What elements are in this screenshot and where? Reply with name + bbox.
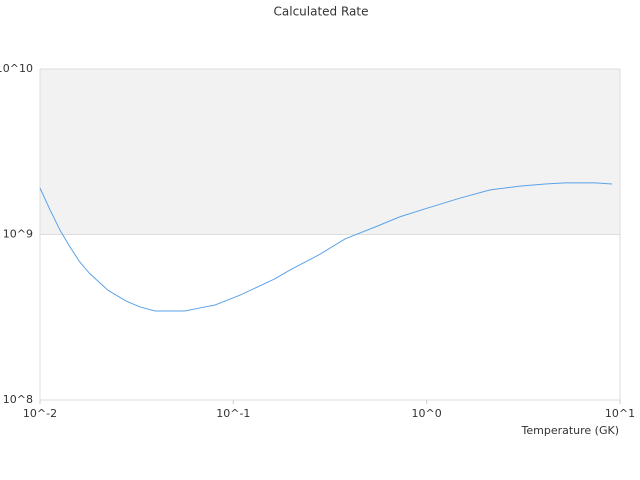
x-tick-label: 10^0	[412, 407, 442, 420]
x-tick-label: 10^-2	[23, 407, 57, 420]
x-tick-label: 10^1	[605, 407, 635, 420]
data-line	[39, 182, 613, 312]
y-tick-label: 10^9	[3, 228, 33, 241]
plot-band	[40, 69, 620, 235]
y-tick-label: 10^8	[3, 393, 33, 406]
y-tick-label: 10^10	[0, 62, 33, 75]
x-axis-label: Temperature (GK)	[521, 424, 620, 437]
x-tick-label: 10^-1	[216, 407, 250, 420]
chart-title: Calculated Rate	[274, 5, 369, 19]
